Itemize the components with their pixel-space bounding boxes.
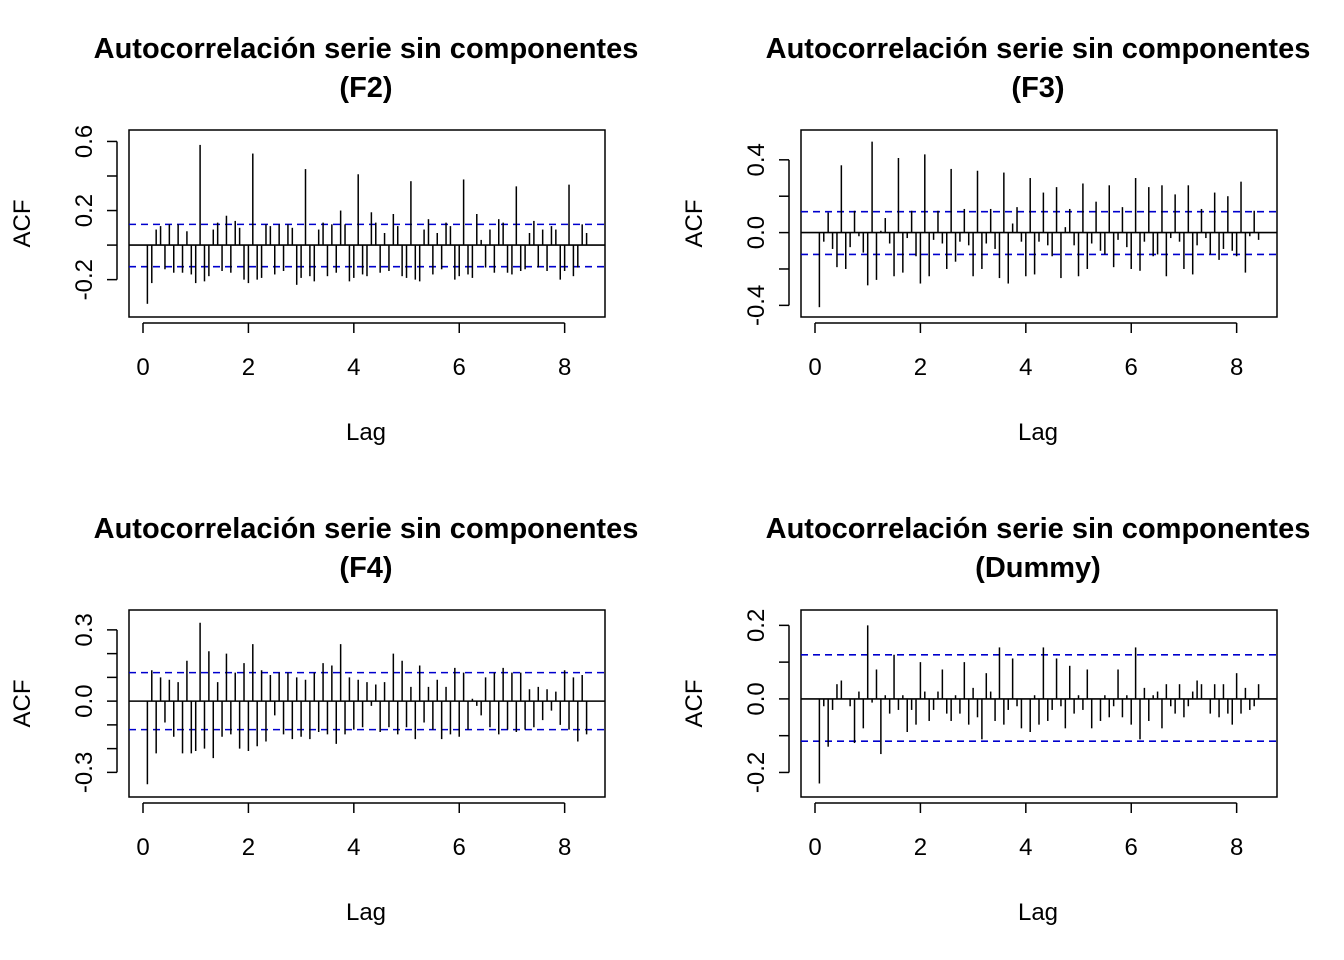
chart-subtitle: (F2) — [339, 72, 392, 104]
y-tick-label: -0.3 — [71, 752, 98, 793]
acf-panel-f2: Autocorrelación serie sin componentes (F2… — [9, 33, 638, 446]
y-tick-label: -0.2 — [71, 259, 98, 300]
x-tick-label: 0 — [808, 354, 821, 381]
chart-title: Autocorrelación serie sin componentes — [94, 513, 639, 545]
x-tick-label: 4 — [347, 834, 360, 861]
acf-panel-dummy: Autocorrelación serie sin componentes (Du… — [681, 513, 1310, 926]
x-tick-label: 6 — [453, 354, 466, 381]
y-tick-label: 0.6 — [71, 125, 98, 158]
chart-subtitle: (Dummy) — [975, 552, 1101, 584]
y-tick-label: 0.4 — [743, 143, 770, 176]
y-tick-label: 0.0 — [743, 682, 770, 715]
y-tick-label: -0.2 — [743, 752, 770, 793]
x-tick-label: 0 — [808, 834, 821, 861]
y-tick-label: 0.0 — [71, 684, 98, 717]
acf-panel-f4: Autocorrelación serie sin componentes (F4… — [9, 513, 638, 926]
x-tick-label: 4 — [1019, 834, 1032, 861]
x-tick-label: 6 — [453, 834, 466, 861]
x-tick-label: 2 — [914, 354, 927, 381]
chart-title: Autocorrelación serie sin componentes — [766, 513, 1311, 545]
x-tick-label: 4 — [347, 354, 360, 381]
y-tick-label: -0.4 — [743, 285, 770, 326]
x-tick-label: 6 — [1125, 834, 1138, 861]
chart-subtitle: (F4) — [339, 552, 392, 584]
y-axis-label: ACF — [681, 200, 708, 248]
x-tick-label: 8 — [558, 354, 571, 381]
x-tick-label: 6 — [1125, 354, 1138, 381]
y-tick-label: 0.0 — [743, 216, 770, 249]
chart-title: Autocorrelación serie sin componentes — [94, 33, 639, 65]
x-tick-label: 8 — [1230, 834, 1243, 861]
x-tick-label: 2 — [914, 834, 927, 861]
acf-panel-f3: Autocorrelación serie sin componentes (F3… — [681, 33, 1310, 446]
plot-frame — [128, 609, 606, 798]
x-tick-label: 0 — [136, 834, 149, 861]
y-axis-label: ACF — [681, 680, 708, 728]
x-axis-label: Lag — [1018, 419, 1058, 446]
x-tick-label: 2 — [242, 354, 255, 381]
x-tick-label: 8 — [1230, 354, 1243, 381]
plot-frame — [800, 129, 1278, 318]
plot-frame — [800, 609, 1278, 798]
x-axis-label: Lag — [346, 899, 386, 926]
chart-subtitle: (F3) — [1011, 72, 1064, 104]
x-tick-label: 4 — [1019, 354, 1032, 381]
y-tick-label: 0.3 — [71, 613, 98, 646]
x-tick-label: 2 — [242, 834, 255, 861]
x-tick-label: 0 — [136, 354, 149, 381]
plot-frame — [128, 129, 606, 318]
y-axis-label: ACF — [9, 680, 36, 728]
x-tick-label: 8 — [558, 834, 571, 861]
y-tick-label: 0.2 — [743, 609, 770, 642]
x-axis-label: Lag — [346, 419, 386, 446]
chart-title: Autocorrelación serie sin componentes — [766, 33, 1311, 65]
x-axis-label: Lag — [1018, 899, 1058, 926]
y-tick-label: 0.2 — [71, 194, 98, 227]
y-axis-label: ACF — [9, 200, 36, 248]
